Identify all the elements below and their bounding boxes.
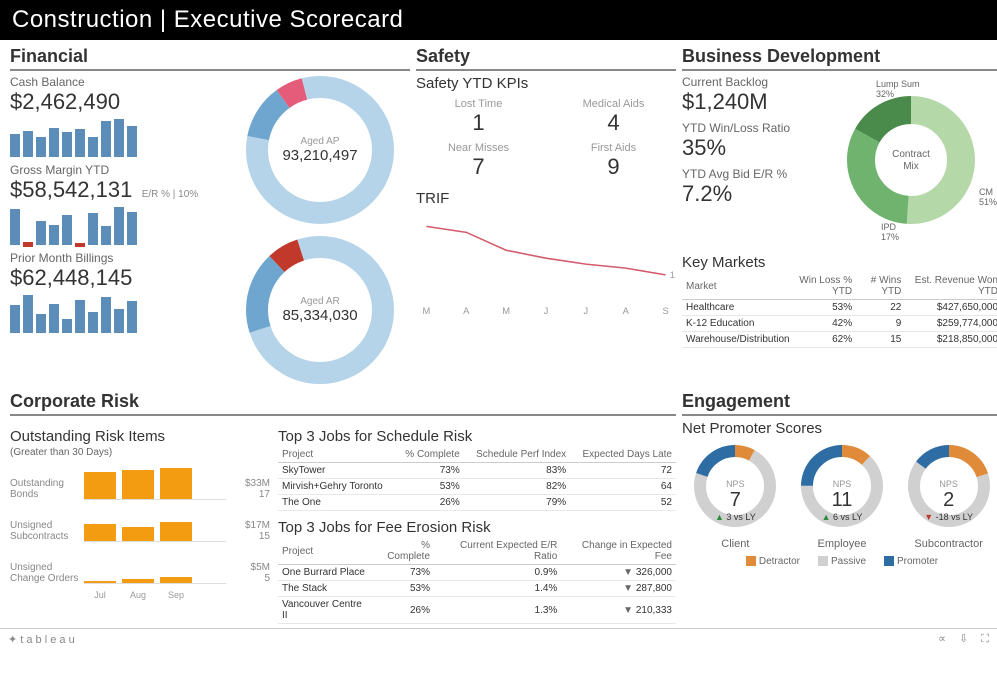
safety-subtitle: Safety YTD KPIs — [416, 75, 676, 92]
footer: ✦ t a b l e a u ∝ ⇩ ⛶ — [0, 628, 997, 649]
bizdev-header: Business Development — [682, 46, 997, 71]
cash-value: $2,462,490 — [10, 89, 226, 115]
avgbid-label: YTD Avg Bid E/R % — [682, 167, 812, 181]
svg-text:S: S — [662, 306, 668, 316]
risk-bars[interactable]: Outstanding Bonds $33M17 Unsigned Subcon… — [10, 464, 270, 600]
outstanding-subtitle: (Greater than 30 Days) — [10, 447, 270, 458]
bizdev-section: Business Development Current Backlog $1,… — [682, 46, 997, 385]
share-icon[interactable]: ∝ — [938, 633, 946, 645]
backlog-label: Current Backlog — [682, 75, 812, 89]
aged-ap-label: Aged AP — [282, 136, 357, 147]
aged-ar-donut[interactable]: Aged AR 85,334,030 — [230, 235, 410, 385]
tableau-logo[interactable]: ✦ t a b l e a u — [8, 633, 75, 646]
aged-ar-value: 85,334,030 — [282, 307, 357, 324]
svg-text:A: A — [623, 306, 630, 316]
markets-title: Key Markets — [682, 254, 997, 271]
financial-section: Financial Cash Balance $2,462,490 Gross … — [10, 46, 410, 385]
risk-row: Unsigned Subcontracts $17M15 — [10, 506, 270, 542]
gross-sparkline[interactable] — [10, 205, 226, 245]
trif-chart[interactable]: 1.88 M A M J J A S — [416, 209, 676, 319]
safety-header: Safety — [416, 46, 676, 71]
svg-text:17%: 17% — [881, 232, 899, 242]
svg-text:M: M — [423, 306, 431, 316]
aged-ar-label: Aged AR — [282, 296, 357, 307]
engagement-section: Engagement Net Promoter Scores NPS7▲ 3 v… — [682, 391, 997, 624]
svg-text:CM: CM — [979, 187, 993, 197]
cash-label: Cash Balance — [10, 75, 226, 89]
engagement-header: Engagement — [682, 391, 997, 416]
download-icon[interactable]: ⇩ — [959, 633, 968, 645]
safety-kpi: Near Misses7 — [416, 142, 541, 180]
billings-sparkline[interactable] — [10, 293, 226, 333]
fullscreen-icon[interactable]: ⛶ — [981, 633, 989, 645]
risk-section: Corporate Risk Outstanding Risk Items (G… — [10, 391, 676, 624]
backlog-value: $1,240M — [682, 89, 812, 115]
svg-text:1.88: 1.88 — [670, 270, 676, 280]
avgbid-value: 7.2% — [682, 181, 812, 207]
safety-kpi-grid: Lost Time1 Medical Aids4 Near Misses7 First… — [416, 98, 676, 180]
nps-gauge[interactable]: NPS7▲ 3 vs LY Client — [688, 441, 783, 550]
page-title: Construction | Executive Scorecard — [0, 0, 997, 40]
svg-text:IPD: IPD — [881, 222, 897, 232]
fee-erosion-table[interactable]: Project% CompleteCurrent Expected E/R Ra… — [278, 538, 676, 624]
cash-sparkline[interactable] — [10, 117, 226, 157]
gross-label: Gross Margin YTD — [10, 163, 226, 177]
nps-legend: DetractorPassivePromoter — [682, 556, 997, 567]
svg-text:Contract: Contract — [892, 149, 930, 160]
svg-text:J: J — [544, 306, 549, 316]
svg-text:M: M — [502, 306, 510, 316]
winloss-value: 35% — [682, 135, 812, 161]
financial-header: Financial — [10, 46, 410, 71]
risk-row: Unsigned Change Orders $5M5 — [10, 548, 270, 584]
svg-text:51%: 51% — [979, 197, 997, 207]
contract-mix-donut[interactable]: ContractMix CM51% Lump Sum32% IPD17% — [816, 75, 997, 248]
billings-label: Prior Month Billings — [10, 251, 226, 265]
gross-er: E/R % | 10% — [142, 189, 199, 200]
engagement-subtitle: Net Promoter Scores — [682, 420, 997, 437]
trif-label: TRIF — [416, 190, 676, 207]
risk-row: Outstanding Bonds $33M17 — [10, 464, 270, 500]
safety-kpi: Medical Aids4 — [551, 98, 676, 136]
svg-text:J: J — [584, 306, 589, 316]
safety-kpi: First Aids9 — [551, 142, 676, 180]
schedule-title: Top 3 Jobs for Schedule Risk — [278, 428, 676, 445]
gross-value: $58,542,131 — [10, 177, 132, 202]
outstanding-title: Outstanding Risk Items — [10, 428, 270, 445]
aged-ap-value: 93,210,497 — [282, 147, 357, 164]
nps-gauge[interactable]: NPS2▼ -18 vs LY Subcontractor — [901, 441, 996, 550]
risk-header: Corporate Risk — [10, 391, 676, 416]
billings-value: $62,448,145 — [10, 265, 226, 291]
safety-kpi: Lost Time1 — [416, 98, 541, 136]
svg-text:32%: 32% — [876, 89, 894, 99]
safety-section: Safety Safety YTD KPIs Lost Time1 Medical… — [416, 46, 676, 385]
fee-title: Top 3 Jobs for Fee Erosion Risk — [278, 519, 676, 536]
winloss-label: YTD Win/Loss Ratio — [682, 121, 812, 135]
nps-row: NPS7▲ 3 vs LY Client NPS11▲ 6 vs LY Empl… — [682, 441, 997, 550]
markets-table[interactable]: MarketWin Loss % YTD# Wins YTDEst. Reven… — [682, 273, 997, 348]
svg-text:A: A — [463, 306, 470, 316]
schedule-risk-table[interactable]: Project% CompleteSchedule Perf IndexExpe… — [278, 447, 676, 511]
svg-text:Mix: Mix — [903, 161, 919, 172]
svg-text:Lump Sum: Lump Sum — [876, 79, 920, 89]
nps-gauge[interactable]: NPS11▲ 6 vs LY Employee — [794, 441, 889, 550]
aged-ap-donut[interactable]: Aged AP 93,210,497 — [230, 75, 410, 225]
